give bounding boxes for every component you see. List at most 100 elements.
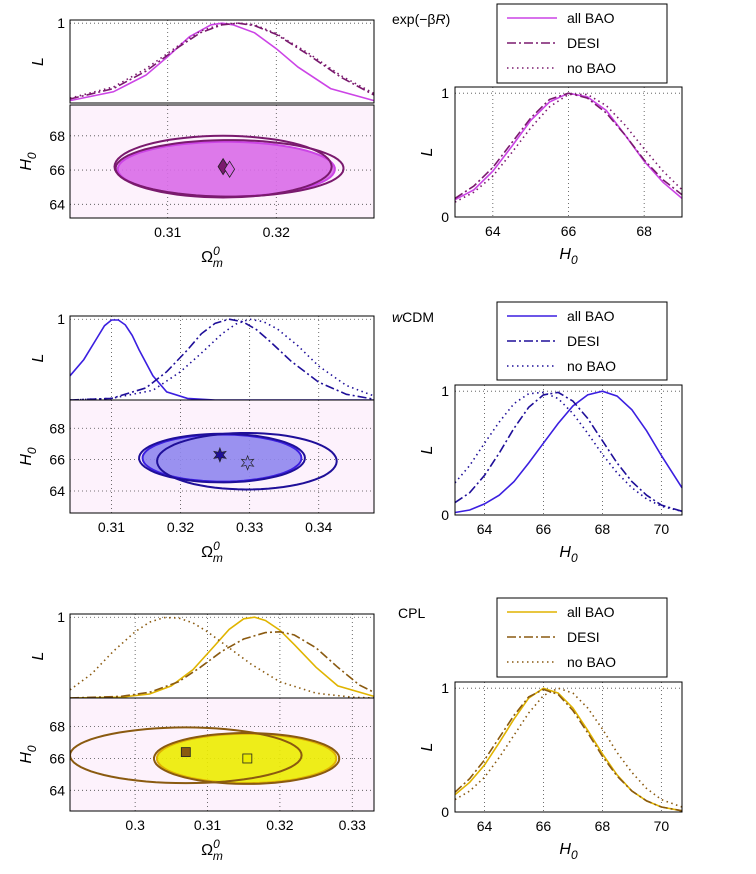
contour-no-bao: [156, 432, 338, 491]
x-tick-label: 68: [595, 521, 611, 537]
legend-label: no BAO: [567, 358, 616, 374]
best-fit-marker: [180, 747, 191, 758]
x-tick-label: 0.31: [98, 519, 125, 535]
wcdm-omega-likelihood-plot: 1L: [30, 311, 375, 401]
axes-frame: [454, 681, 683, 813]
y-tick-label: 66: [49, 162, 65, 178]
axes-frame: [69, 399, 375, 514]
x-tick-label: 66: [561, 223, 577, 239]
legend-label: all BAO: [567, 10, 615, 26]
contour-no-bao: [113, 134, 333, 199]
x-tick-label: 0.32: [167, 519, 194, 535]
y-tick-label: 68: [49, 420, 65, 436]
y-tick-label: 0: [441, 507, 449, 523]
likelihood-curve-desi: [69, 630, 375, 699]
x-tick-label: 0.34: [305, 519, 332, 535]
x-axis-label: Ω0 m: [201, 837, 223, 863]
x-axis-label: Ω0 m: [201, 244, 223, 270]
y-tick-label: 1: [57, 15, 65, 31]
expbR-contour-plot: 0.31 0.32 64 66 68: [49, 104, 375, 240]
axes-frame: [69, 613, 375, 699]
likelihood-curve-all-bao: [69, 319, 374, 401]
best-fit-marker: [240, 454, 255, 471]
likelihood-curve-all-bao: [454, 687, 683, 812]
ellipse-group: [70, 698, 374, 811]
best-fit-marker: [217, 157, 229, 176]
axes-frame: [69, 315, 375, 401]
likelihood-curve-no-bao: [454, 687, 683, 808]
y-tick-label: 1: [441, 383, 449, 399]
model-label: wCDM: [392, 309, 434, 325]
x-tick-label: 70: [654, 521, 670, 537]
legend-label: no BAO: [567, 60, 616, 76]
x-axis-label: H0: [559, 246, 578, 267]
y-tick-label: 0: [441, 804, 449, 820]
best-fit-marker: [224, 160, 236, 178]
y-tick-label: 0: [441, 209, 449, 225]
x-tick-label: 64: [477, 521, 493, 537]
x-tick-label: 70: [654, 818, 670, 834]
ellipse-group: [70, 105, 374, 218]
x-tick-label: 0.32: [263, 224, 290, 240]
likelihood-curve-no-bao: [69, 616, 375, 699]
likelihood-curve-desi: [454, 391, 683, 513]
likelihood-curve-desi: [69, 22, 375, 100]
y-tick-label: 64: [49, 196, 65, 212]
y-tick-label: 1: [57, 311, 65, 327]
likelihood-curve-all-bao: [69, 616, 375, 699]
cpl-legend: all BAO DESI no BAO: [496, 597, 668, 678]
y-axis-label: H0: [18, 745, 39, 764]
model-label: exp(−βR): [392, 11, 450, 27]
x-tick-label: 68: [595, 818, 611, 834]
likelihood-curve-desi: [454, 92, 683, 200]
y-tick-label: 1: [441, 680, 449, 696]
x-tick-label: 64: [485, 223, 501, 239]
legend-label: all BAO: [567, 604, 615, 620]
likelihood-curve-desi: [69, 318, 375, 401]
x-tick-label: 68: [636, 223, 652, 239]
y-axis-label: L: [419, 743, 436, 752]
wcdm-contour-plot: 0.31 0.32 0.33 0.34 64 66 68: [49, 399, 375, 535]
y-tick-label: 66: [49, 750, 65, 766]
axes-frame: [69, 697, 375, 812]
x-tick-label: 0.31: [194, 817, 221, 833]
y-axis-label: L: [30, 652, 47, 661]
x-tick-label: 66: [536, 521, 552, 537]
likelihood-curve-desi: [454, 688, 683, 812]
cpl-h0-likelihood-plot: 64 66 68 70 0 1 L: [419, 680, 683, 834]
cpl-contour-plot: 0.3 0.31 0.32 0.33 64 66 68: [49, 697, 375, 833]
y-tick-label: 64: [49, 483, 65, 499]
y-tick-label: 66: [49, 452, 65, 468]
x-tick-label: 0.33: [236, 519, 263, 535]
y-axis-label: L: [30, 57, 47, 66]
likelihood-curve-all-bao: [69, 22, 375, 102]
likelihood-curve-all-bao: [454, 390, 683, 514]
expbR-omega-likelihood-plot: 1L: [30, 15, 375, 104]
x-axis-label: H0: [559, 841, 578, 862]
legend-label: DESI: [567, 629, 600, 645]
y-axis-label: H0: [18, 447, 39, 466]
legend-label: no BAO: [567, 654, 616, 670]
axes-frame: [454, 384, 683, 516]
best-fit-marker: [213, 446, 227, 463]
model-label: CPL: [398, 605, 425, 621]
cpl-omega-likelihood-plot: 1L: [30, 609, 375, 699]
best-fit-marker: [242, 753, 253, 764]
x-axis-label: Ω0 m: [201, 539, 223, 565]
contour-no-bao: [70, 726, 303, 785]
axes-frame: [69, 104, 375, 219]
y-tick-label: 68: [49, 719, 65, 735]
axes-frame: [454, 86, 683, 218]
y-tick-label: 1: [441, 85, 449, 101]
x-tick-label: 64: [477, 818, 493, 834]
likelihood-curve-no-bao: [454, 93, 683, 203]
y-axis-label: H0: [18, 152, 39, 171]
legend-label: DESI: [567, 35, 600, 51]
y-tick-label: 64: [49, 782, 65, 798]
legend-label: DESI: [567, 333, 600, 349]
x-tick-label: 66: [536, 818, 552, 834]
